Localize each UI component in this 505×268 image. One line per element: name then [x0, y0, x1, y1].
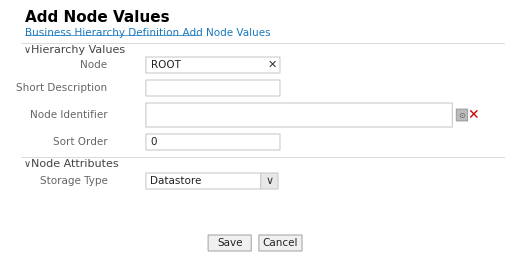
Text: Save: Save: [217, 238, 242, 248]
Text: ∨: ∨: [23, 45, 30, 55]
FancyBboxPatch shape: [145, 134, 279, 150]
Text: ∨: ∨: [23, 159, 30, 169]
Text: Add Node Values: Add Node Values: [25, 10, 170, 25]
FancyBboxPatch shape: [145, 80, 279, 96]
Text: Business Hierarchy Definition.Add Node Values: Business Hierarchy Definition.Add Node V…: [25, 28, 270, 38]
Text: Node: Node: [80, 60, 108, 70]
Text: ROOT: ROOT: [150, 60, 180, 70]
FancyBboxPatch shape: [145, 173, 260, 189]
Text: ∨: ∨: [265, 176, 273, 186]
FancyBboxPatch shape: [260, 173, 278, 189]
Text: Storage Type: Storage Type: [39, 176, 108, 186]
Text: Sort Order: Sort Order: [53, 137, 108, 147]
Text: 0: 0: [150, 137, 157, 147]
FancyBboxPatch shape: [259, 235, 301, 251]
Text: ✕: ✕: [267, 60, 276, 70]
Text: Node Identifier: Node Identifier: [30, 110, 108, 120]
FancyBboxPatch shape: [145, 57, 279, 73]
Text: Datastore: Datastore: [149, 176, 200, 186]
Text: Node Attributes: Node Attributes: [31, 159, 118, 169]
Text: Cancel: Cancel: [262, 238, 297, 248]
FancyBboxPatch shape: [456, 109, 467, 121]
Text: Short Description: Short Description: [17, 83, 108, 93]
Text: ✕: ✕: [467, 108, 478, 122]
Text: ⊙: ⊙: [458, 110, 465, 120]
FancyBboxPatch shape: [208, 235, 251, 251]
Text: Hierarchy Values: Hierarchy Values: [31, 45, 125, 55]
FancyBboxPatch shape: [145, 103, 451, 127]
